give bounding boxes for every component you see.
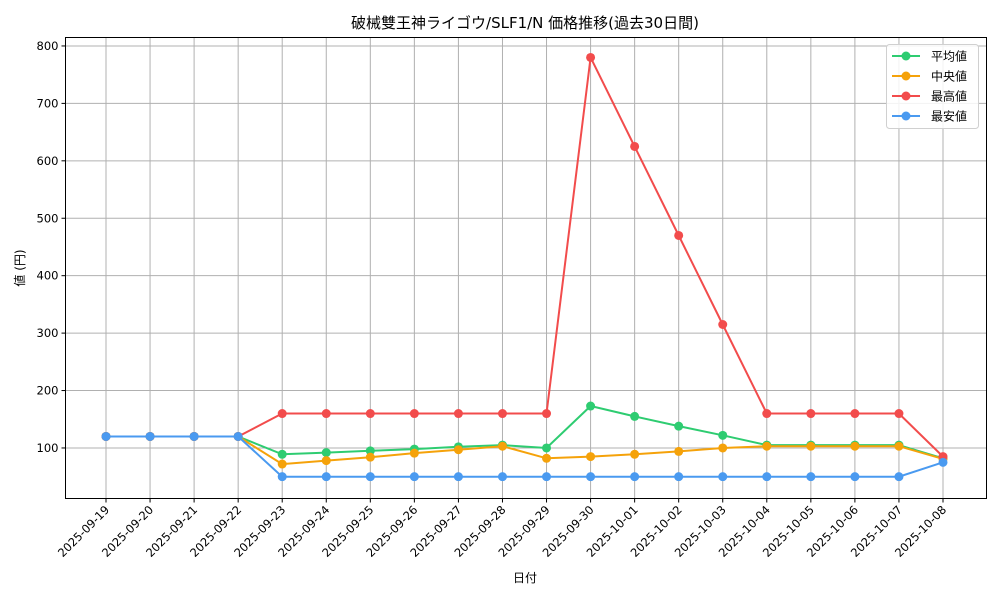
data-point <box>277 459 287 469</box>
plot-frame <box>65 37 987 499</box>
grid-lines <box>65 37 987 499</box>
data-series <box>101 52 948 482</box>
data-point <box>630 472 640 482</box>
data-point <box>542 453 552 463</box>
series-0 <box>101 401 948 463</box>
data-point <box>806 472 816 482</box>
data-point <box>145 431 155 441</box>
legend-entry: 平均値 <box>931 49 967 64</box>
data-point <box>101 431 111 441</box>
x-axis-label: 日付 <box>513 571 537 585</box>
data-point <box>586 472 596 482</box>
legend-marker-icon <box>901 111 911 121</box>
data-point <box>718 443 728 453</box>
legend-marker-icon <box>901 51 911 61</box>
chart-title: 破械雙王神ライゴウ/SLF1/N 価格推移(過去30日間) <box>351 14 699 32</box>
data-point <box>586 452 596 462</box>
data-point <box>762 441 772 451</box>
data-point <box>762 472 772 482</box>
y-tick-label: 100 <box>37 441 59 455</box>
y-tick-label: 300 <box>37 326 59 340</box>
legend-marker-icon <box>901 91 911 101</box>
data-point <box>894 472 904 482</box>
y-tick-label: 700 <box>37 96 59 110</box>
data-point <box>365 446 375 456</box>
y-tick-label: 200 <box>37 384 59 398</box>
data-point <box>850 409 860 419</box>
data-point <box>233 431 243 441</box>
data-point <box>453 472 463 482</box>
data-point <box>718 430 728 440</box>
data-point <box>453 409 463 419</box>
data-point <box>806 409 816 419</box>
data-point <box>542 409 552 419</box>
data-point <box>894 409 904 419</box>
data-point <box>277 449 287 459</box>
series-3 <box>101 431 948 482</box>
data-point <box>938 457 948 467</box>
data-point <box>674 230 684 240</box>
data-point <box>674 446 684 456</box>
data-point <box>630 411 640 421</box>
data-point <box>497 409 507 419</box>
data-point <box>189 431 199 441</box>
y-axis-ticks: 100 200 300 400 500 600 700 800 <box>37 39 66 455</box>
data-point <box>321 472 331 482</box>
data-point <box>321 448 331 458</box>
data-point <box>630 141 640 151</box>
data-point <box>850 472 860 482</box>
data-point <box>894 441 904 451</box>
data-point <box>409 409 419 419</box>
legend-entry: 最安値 <box>931 109 967 124</box>
data-point <box>674 421 684 431</box>
data-point <box>365 472 375 482</box>
data-point <box>497 472 507 482</box>
data-point <box>850 441 860 451</box>
series-2 <box>101 52 948 462</box>
data-point <box>277 472 287 482</box>
legend-entry: 最高値 <box>931 89 967 104</box>
data-point <box>409 472 419 482</box>
data-point <box>586 52 596 62</box>
data-point <box>321 456 331 466</box>
y-tick-label: 400 <box>37 269 59 283</box>
data-point <box>321 409 331 419</box>
y-tick-label: 600 <box>37 154 59 168</box>
x-axis-ticks: 2025-09-192025-09-202025-09-212025-09-22… <box>55 498 949 560</box>
data-point <box>542 472 552 482</box>
y-axis-label: 値 (円) <box>12 249 27 286</box>
data-point <box>277 409 287 419</box>
data-point <box>718 472 728 482</box>
data-point <box>453 445 463 455</box>
data-point <box>630 449 640 459</box>
data-point <box>762 409 772 419</box>
data-point <box>586 401 596 411</box>
legend-marker-icon <box>901 71 911 81</box>
data-point <box>365 409 375 419</box>
data-point <box>409 448 419 458</box>
data-point <box>497 441 507 451</box>
y-tick-label: 800 <box>37 39 59 53</box>
data-point <box>365 452 375 462</box>
data-point <box>674 472 684 482</box>
data-point <box>806 441 816 451</box>
data-point <box>542 443 552 453</box>
data-point <box>718 319 728 329</box>
y-tick-label: 500 <box>37 211 59 225</box>
legend-entry: 中央値 <box>931 69 967 84</box>
